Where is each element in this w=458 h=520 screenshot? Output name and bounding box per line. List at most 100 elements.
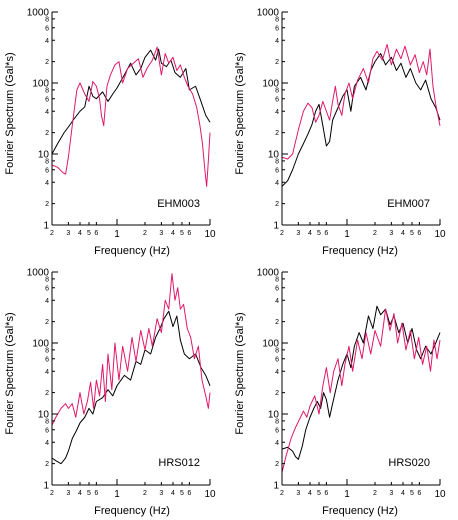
series-line-2 (51, 46, 211, 187)
x-minor-tick-label: 4 (401, 490, 405, 497)
x-axis-title: Frequency (Hz) (322, 505, 398, 517)
x-minor-tick-label: 3 (66, 230, 70, 237)
x-major-tick-label: 1 (114, 489, 120, 500)
y-minor-tick-label: 4 (45, 298, 49, 305)
y-minor-tick-label: 4 (275, 180, 279, 187)
y-minor-tick-label: 6 (275, 25, 279, 32)
y-major-tick-label: 1000 (257, 8, 280, 19)
y-major-tick-label: 10 (268, 410, 280, 421)
x-axis-title: Frequency (Hz) (94, 245, 170, 257)
y-minor-tick-label: 2 (45, 390, 49, 397)
y-axis-title: Fourier Spectrum (Gal*s) (234, 52, 246, 174)
x-major-tick-label: 10 (204, 229, 216, 240)
x-minor-tick-label: 6 (94, 230, 98, 237)
y-major-tick-label: 1 (43, 221, 49, 232)
y-major-tick-label: 1000 (257, 268, 280, 279)
series-line-1 (281, 53, 441, 187)
y-minor-tick-label: 4 (45, 369, 49, 376)
y-minor-tick-label: 2 (45, 201, 49, 208)
y-minor-tick-label: 2 (45, 59, 49, 66)
y-axis-title: Fourier Spectrum (Gal*s) (4, 52, 16, 174)
y-minor-tick-label: 4 (45, 38, 49, 45)
y-minor-tick-label: 6 (45, 285, 49, 292)
y-minor-tick-label: 4 (45, 440, 49, 447)
x-minor-tick-label: 6 (324, 490, 328, 497)
series-line-1 (281, 305, 441, 460)
x-minor-tick-label: 3 (159, 230, 163, 237)
x-minor-tick-label: 3 (159, 490, 163, 497)
x-minor-tick-label: 3 (66, 490, 70, 497)
y-major-tick-label: 100 (32, 79, 49, 90)
x-minor-tick-label: 6 (187, 490, 191, 497)
y-major-tick-label: 1 (43, 481, 49, 492)
y-minor-tick-label: 8 (45, 16, 49, 23)
x-minor-tick-label: 2 (50, 230, 54, 237)
y-major-tick-label: 10 (38, 410, 50, 421)
x-major-tick-label: 1 (114, 229, 120, 240)
x-minor-tick-label: 2 (280, 490, 284, 497)
y-minor-tick-label: 2 (275, 130, 279, 137)
x-minor-tick-label: 3 (389, 490, 393, 497)
x-minor-tick-label: 4 (78, 230, 82, 237)
y-minor-tick-label: 2 (275, 59, 279, 66)
y-major-tick-label: 10 (268, 150, 280, 161)
y-minor-tick-label: 8 (45, 418, 49, 425)
x-minor-tick-label: 5 (87, 490, 91, 497)
y-minor-tick-label: 4 (275, 109, 279, 116)
y-minor-tick-label: 6 (275, 96, 279, 103)
y-minor-tick-label: 4 (275, 298, 279, 305)
series-line-2 (281, 308, 441, 473)
x-minor-tick-label: 6 (187, 230, 191, 237)
y-minor-tick-label: 4 (275, 38, 279, 45)
x-axis-title: Frequency (Hz) (322, 245, 398, 257)
x-major-tick-label: 1 (344, 489, 350, 500)
station-label: HRS012 (158, 457, 200, 469)
x-minor-tick-label: 6 (417, 490, 421, 497)
x-minor-tick-label: 5 (87, 230, 91, 237)
series-line-2 (281, 43, 441, 160)
y-major-tick-label: 100 (262, 339, 279, 350)
y-axis-title: Fourier Spectrum (Gal*s) (4, 312, 16, 434)
x-minor-tick-label: 4 (171, 230, 175, 237)
y-minor-tick-label: 8 (275, 418, 279, 425)
y-minor-tick-label: 6 (275, 356, 279, 363)
y-major-tick-label: 1000 (27, 268, 50, 279)
x-minor-tick-label: 5 (317, 230, 321, 237)
x-minor-tick-label: 6 (324, 230, 328, 237)
y-major-tick-label: 1 (273, 481, 279, 492)
y-axis-title: Fourier Spectrum (Gal*s) (234, 312, 246, 434)
x-minor-tick-label: 2 (50, 490, 54, 497)
y-minor-tick-label: 8 (45, 276, 49, 283)
series-line-1 (51, 310, 211, 465)
x-minor-tick-label: 5 (180, 490, 184, 497)
y-minor-tick-label: 4 (45, 180, 49, 187)
y-minor-tick-label: 6 (45, 167, 49, 174)
y-minor-tick-label: 6 (275, 167, 279, 174)
x-minor-tick-label: 3 (296, 230, 300, 237)
x-major-tick-label: 1 (344, 229, 350, 240)
y-major-tick-label: 100 (262, 79, 279, 90)
y-minor-tick-label: 8 (275, 87, 279, 94)
x-minor-tick-label: 5 (410, 490, 414, 497)
series-line-1 (51, 48, 211, 155)
x-minor-tick-label: 2 (373, 490, 377, 497)
y-major-tick-label: 100 (32, 339, 49, 350)
y-major-tick-label: 1000 (27, 8, 50, 19)
y-minor-tick-label: 2 (275, 319, 279, 326)
y-minor-tick-label: 8 (45, 87, 49, 94)
y-minor-tick-label: 4 (45, 109, 49, 116)
station-label: EHM007 (387, 198, 430, 210)
x-minor-tick-label: 4 (308, 230, 312, 237)
x-major-tick-label: 10 (434, 229, 446, 240)
x-major-tick-label: 10 (204, 489, 216, 500)
station-label: EHM003 (157, 198, 200, 210)
x-minor-tick-label: 4 (308, 490, 312, 497)
y-minor-tick-label: 6 (45, 427, 49, 434)
y-minor-tick-label: 6 (45, 356, 49, 363)
x-minor-tick-label: 4 (401, 230, 405, 237)
y-minor-tick-label: 8 (275, 276, 279, 283)
